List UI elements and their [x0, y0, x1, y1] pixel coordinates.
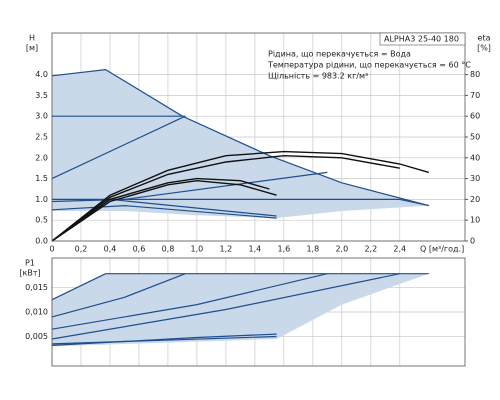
note: Рідина, що перекачується = Вода [268, 50, 411, 59]
y-tick-label: 3.5 [35, 91, 48, 100]
y2-tick-label: 50 [470, 133, 480, 142]
plot-frame [51, 257, 466, 367]
curve [51, 273, 328, 330]
plot-frame [51, 32, 466, 242]
y-tick-label: 2.5 [35, 133, 48, 142]
x-tick-label: 1,2 [220, 245, 233, 254]
curve [51, 150, 429, 242]
curve [51, 273, 186, 318]
curve [51, 68, 429, 207]
area [52, 69, 429, 219]
y2-tick-label: 20 [470, 195, 480, 204]
y-tick-label: 0.5 [35, 216, 48, 225]
y-tick-label: 1.5 [35, 174, 48, 183]
curve [52, 198, 429, 207]
y2-tick-label: 80 [470, 70, 480, 79]
y-tick-label: 4.0 [35, 70, 48, 79]
x-tick-label: 0,2 [75, 245, 88, 254]
y2-unit: [%] [477, 44, 491, 53]
curve [51, 154, 400, 242]
y2-tick-label: 10 [470, 216, 480, 225]
y2-tick-label: 30 [470, 174, 480, 183]
y-label: H [29, 34, 35, 43]
x-label: Q [м³/год.] [420, 245, 464, 254]
y2-tick-label: 0 [470, 237, 475, 246]
curve [51, 179, 277, 242]
curve [51, 177, 270, 242]
y-tick-label: 2.0 [35, 153, 48, 162]
y2-tick-label: 60 [470, 112, 480, 121]
x-tick-label: 2,4 [393, 245, 406, 254]
x-tick-label: 1,4 [249, 245, 262, 254]
legend-box [379, 32, 466, 46]
note: Температура рідини, що перекачується = 6… [267, 61, 471, 70]
area [52, 273, 429, 347]
curve [51, 273, 106, 301]
y2-label: eta [478, 34, 491, 43]
curve [51, 115, 186, 180]
y-unit: [кВт] [19, 269, 40, 278]
y-tick-label: 0,005 [25, 332, 48, 341]
y-tick-label: 0,010 [25, 308, 48, 317]
y-unit: [м] [26, 44, 38, 53]
y-label: P1 [25, 259, 35, 268]
legend-title: ALPHA3 25-40 180 [384, 35, 459, 44]
x-tick-label: 0 [49, 245, 54, 254]
y2-tick-label: 40 [470, 153, 480, 162]
curve [51, 273, 400, 340]
x-tick-label: 2,2 [364, 245, 377, 254]
x-tick-label: 1,0 [191, 245, 204, 254]
curve [51, 335, 277, 345]
x-tick-label: 1,6 [277, 245, 290, 254]
x-tick-label: 1,8 [306, 245, 319, 254]
x-tick-label: 2,0 [335, 245, 348, 254]
y2-tick-label: 70 [470, 91, 480, 100]
x-tick-label: 0,4 [104, 245, 117, 254]
curve [51, 171, 328, 203]
curve [51, 204, 277, 219]
x-tick-label: 0,6 [133, 245, 146, 254]
y-tick-label: 3.0 [35, 112, 48, 121]
note: Щільність = 983.2 кг/м³ [268, 72, 368, 81]
y-tick-label: 1.0 [35, 195, 48, 204]
curve [109, 198, 277, 217]
y-tick-label: 0,015 [25, 283, 48, 292]
x-tick-label: 0,8 [162, 245, 175, 254]
y-tick-label: 0.0 [35, 237, 48, 246]
